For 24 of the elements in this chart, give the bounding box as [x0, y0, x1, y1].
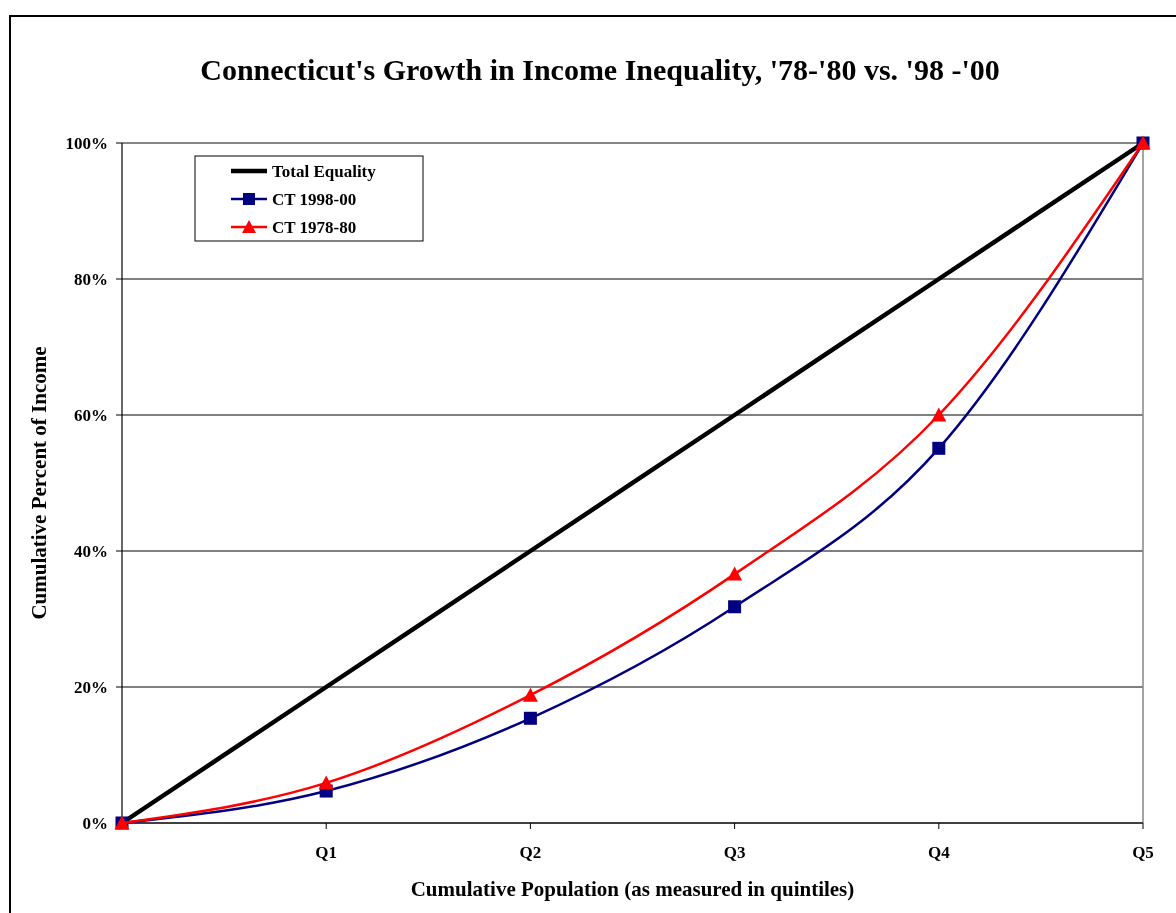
x-tick-label: Q5 [1132, 843, 1154, 862]
point [932, 441, 946, 455]
y-tick-label: 80% [74, 269, 108, 289]
point [522, 687, 538, 702]
x-tick-label: Q2 [519, 843, 542, 862]
y-tick-label: 0% [82, 813, 108, 833]
point [728, 600, 742, 614]
legend-label: CT 1978-80 [272, 217, 357, 237]
x-tick-label: Q3 [723, 843, 746, 862]
x-tick-label: Q1 [315, 843, 338, 862]
y-tick-label: 100% [65, 133, 108, 153]
x-axis-title: Cumulative Population (as measured in quintiles) [410, 877, 855, 901]
y-tick-label: 40% [74, 541, 108, 561]
y-tick-label: 20% [74, 677, 108, 697]
legend-label: CT 1998-00 [272, 189, 357, 209]
y-axis-title: Cumulative Percent of Income [27, 346, 51, 620]
y-tick-label: 60% [74, 405, 108, 425]
point [523, 711, 537, 725]
point [931, 407, 947, 422]
x-tick-label: Q4 [927, 843, 951, 862]
legend-label: Total Equality [272, 161, 377, 181]
point [727, 566, 743, 581]
point [318, 775, 334, 790]
chart-title: Connecticut's Growth in Income Inequality, '78-'80 vs. '98 -'00 [200, 53, 1000, 86]
